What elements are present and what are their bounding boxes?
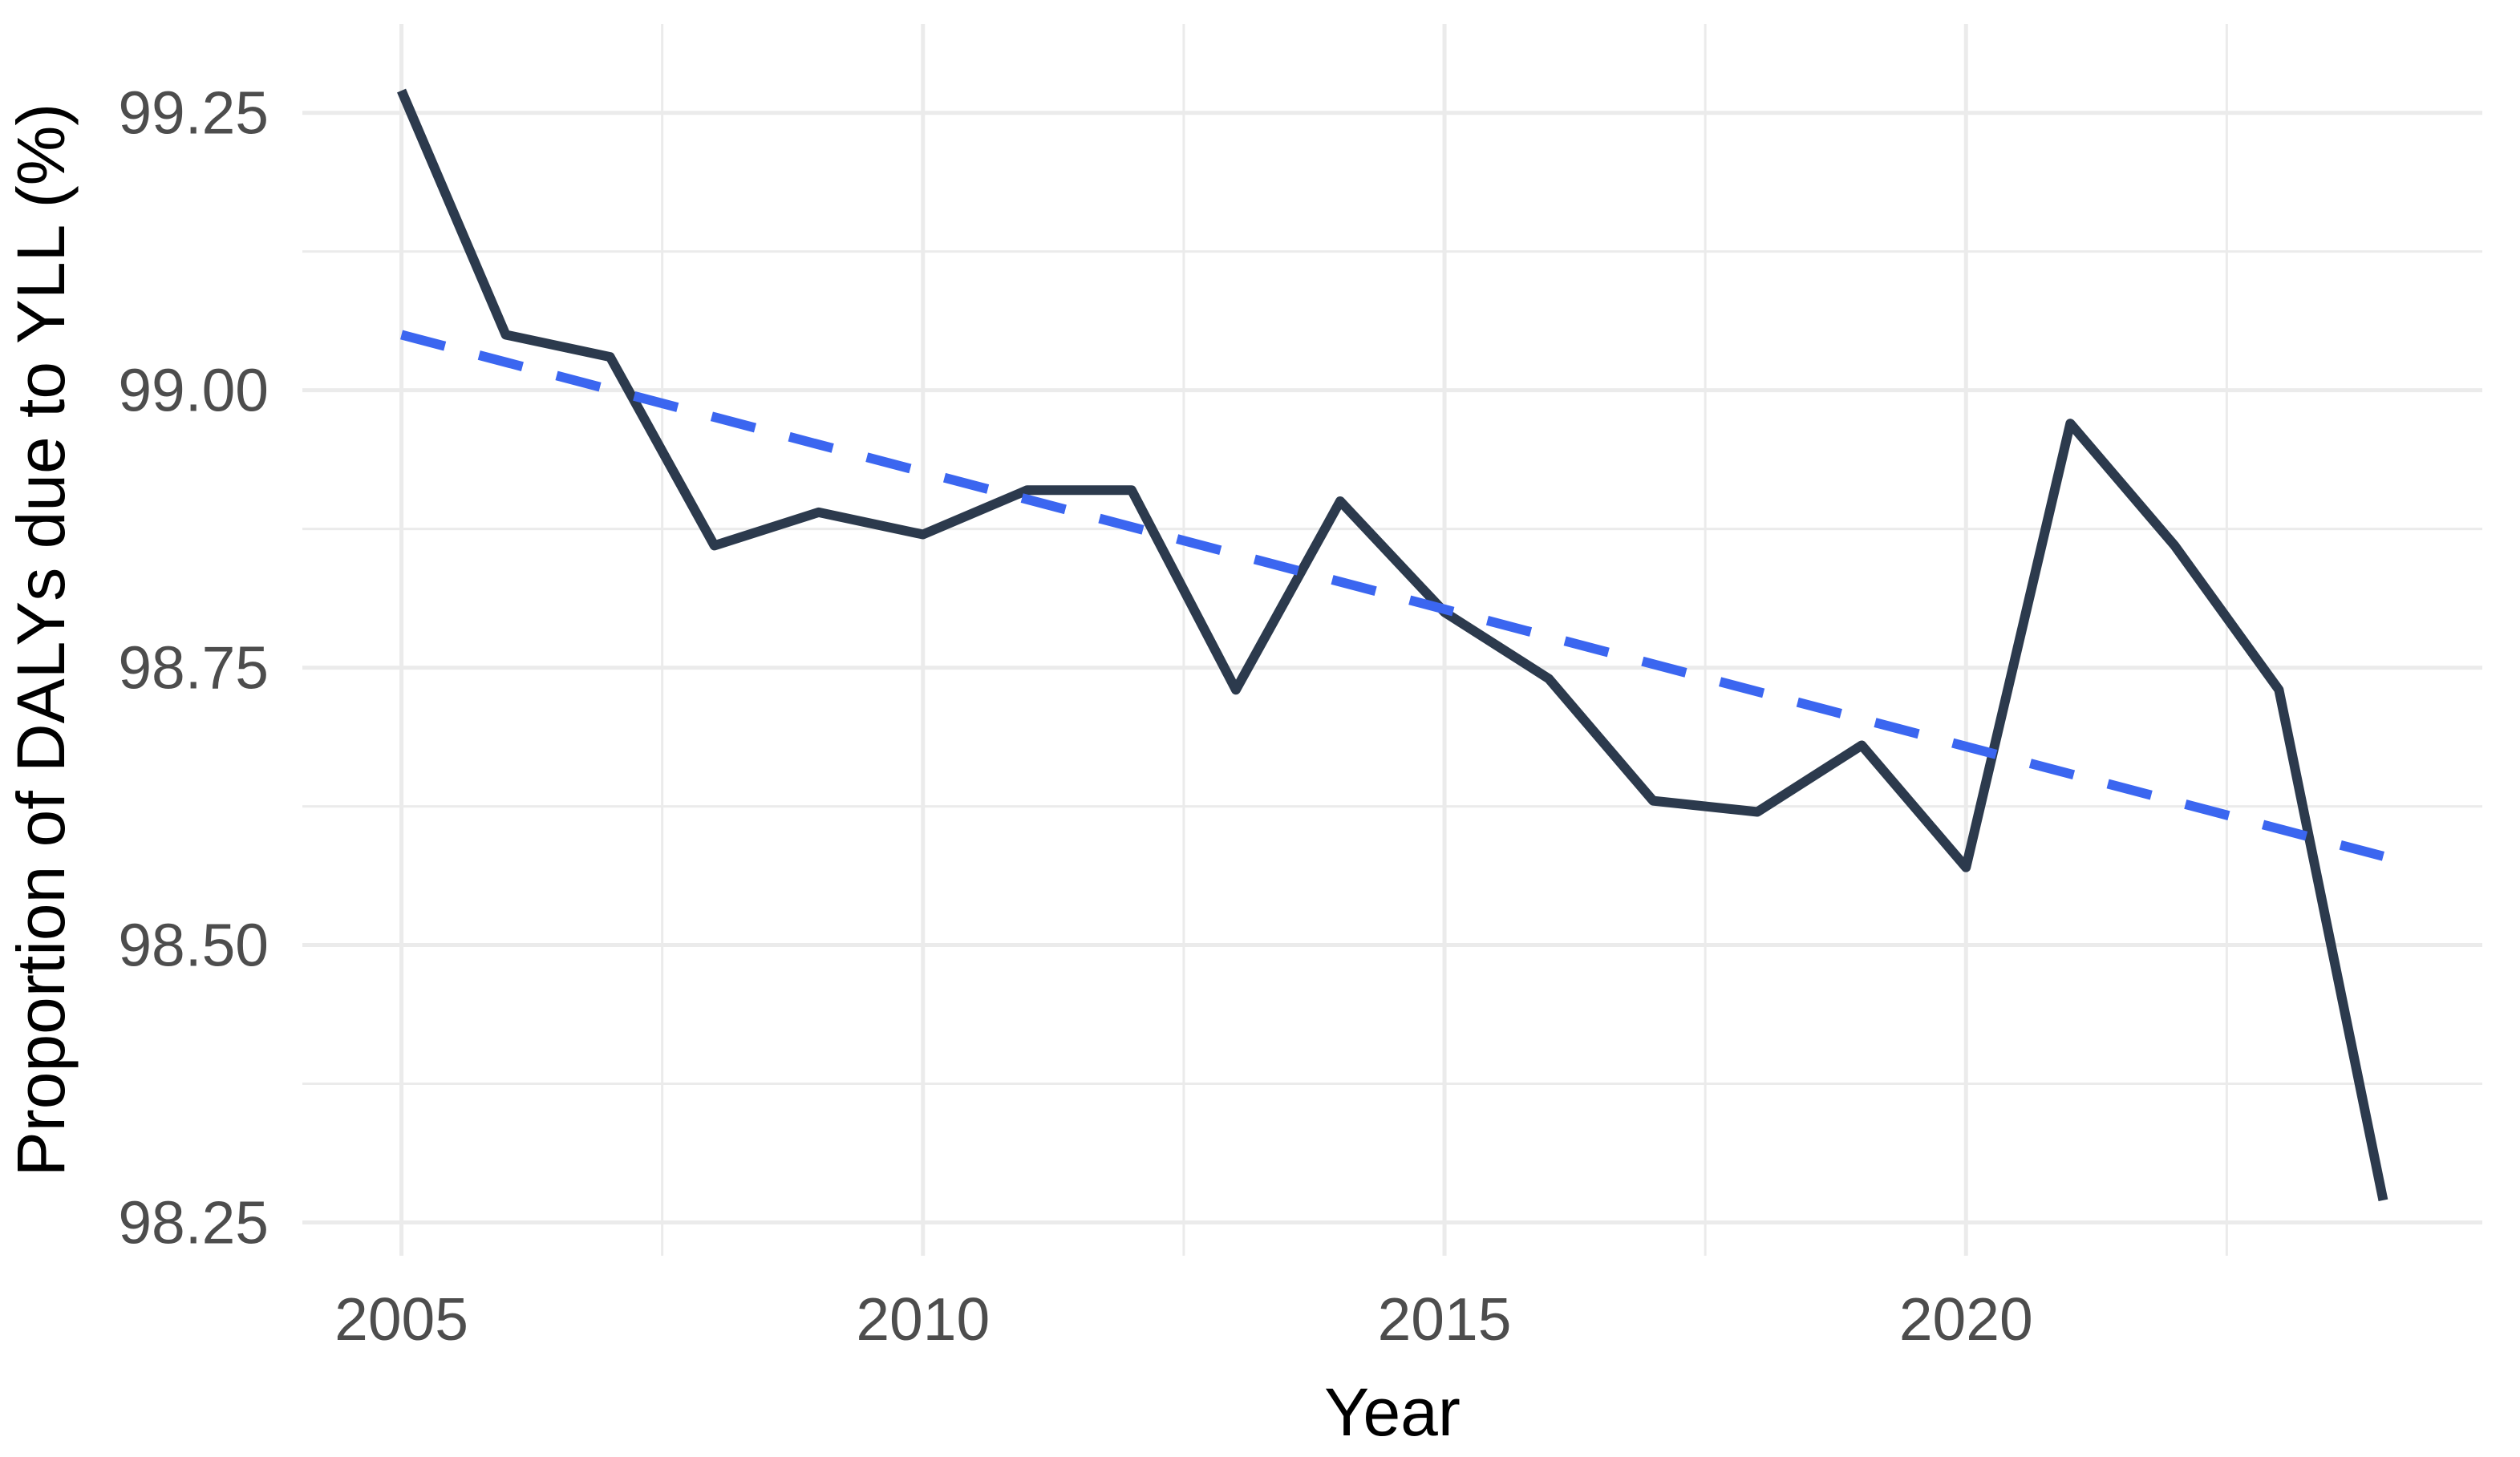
minor-gridlines	[302, 24, 2482, 1256]
y-tick-label: 98.25	[118, 1188, 269, 1256]
y-tick-label: 99.25	[118, 79, 269, 147]
y-axis-tick-labels: 99.25 99.00 98.75 98.50 98.25	[118, 79, 269, 1257]
data-series	[397, 88, 2388, 1202]
x-tick-label: 2015	[1378, 1285, 1512, 1353]
x-tick-label: 2020	[1899, 1285, 2033, 1353]
x-tick-label: 2010	[856, 1285, 990, 1353]
linear-trend-line	[400, 330, 2384, 861]
y-tick-label: 98.75	[118, 634, 269, 702]
y-tick-label: 99.00	[118, 357, 269, 424]
y-tick-label: 98.50	[118, 912, 269, 979]
x-tick-label: 2005	[334, 1285, 468, 1353]
y-axis-title: Proportion of DALYs due to YLL (%)	[3, 103, 79, 1177]
observed-proportion-line	[397, 88, 2388, 1202]
x-axis-tick-labels: 2005 2010 2015 2020	[334, 1285, 2033, 1353]
x-axis-title: Year	[1324, 1374, 1461, 1450]
major-gridlines	[302, 24, 2482, 1256]
